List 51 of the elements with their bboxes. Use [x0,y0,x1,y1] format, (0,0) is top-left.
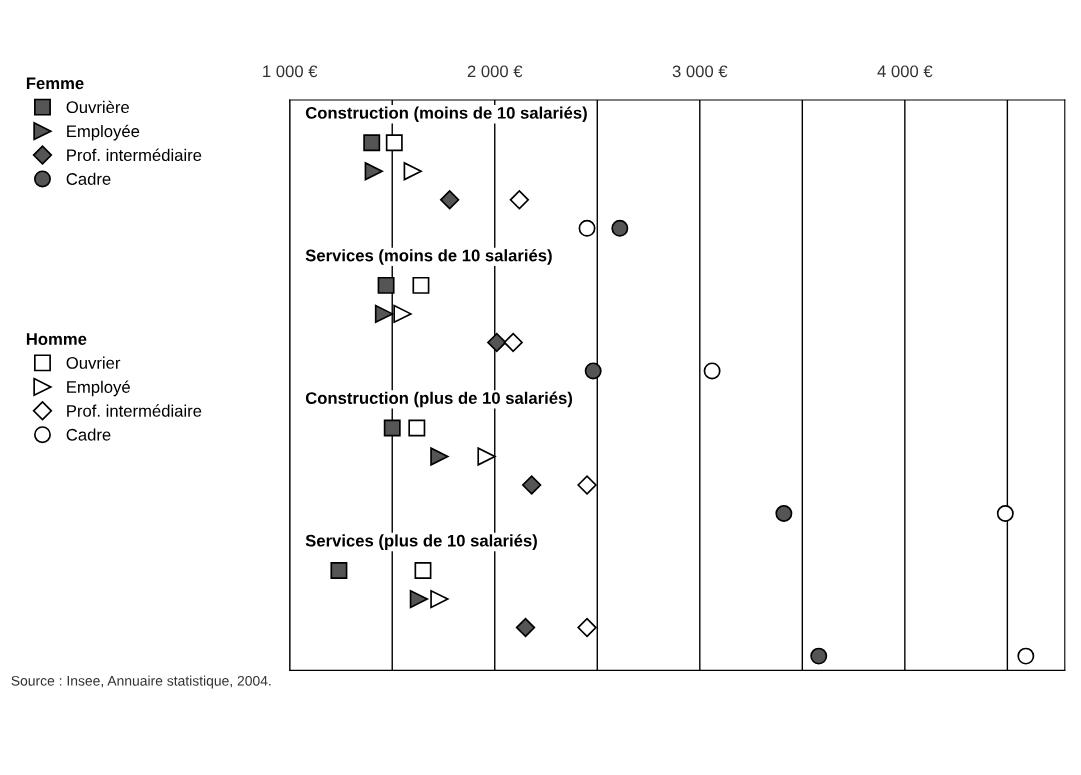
text: Homme [26,333,87,345]
point [409,589,429,609]
legend-label: Ouvrière [66,100,129,114]
legend-label: Ouvrier [66,356,121,369]
text: Femme [26,77,84,90]
point [521,475,542,495]
point [577,475,597,495]
point [364,162,383,181]
point [578,219,596,237]
point [515,617,536,638]
point [487,332,507,353]
point [996,505,1014,522]
point [430,589,449,609]
point [703,362,721,380]
legend-label: Employé [67,380,130,397]
point [1017,647,1035,665]
point [477,447,496,466]
point [363,134,381,152]
point [412,276,430,294]
x-tick-label: 3 000 € [672,65,728,78]
point [810,647,828,665]
point [408,419,426,437]
x-tick-label: 1 000 € [263,65,318,78]
point [509,190,530,210]
point [330,562,348,580]
point [393,304,412,324]
point [385,134,403,152]
legend-label: Cadre [66,428,111,441]
x-tick-label: 2 000 € [467,65,523,78]
legend-label: Cadre [66,172,111,185]
point [775,505,793,522]
point [374,304,394,324]
y-tick-label: Construction (plus de 10 salariés) [305,391,573,408]
y-tick-label: Construction (moins de 10 salariés) [305,106,587,123]
y-tick-label: Services (moins de 10 salariés) [305,248,552,265]
legend-label: Prof. intermédiaire [67,404,202,417]
point [439,190,460,210]
point [611,219,629,237]
legend-label: Employée [67,124,140,141]
point [577,617,597,638]
point [430,447,449,466]
point [414,562,432,580]
y-tick-label: Services (plus de 10 salariés) [305,534,537,550]
x-tick-label: 4 000 € [877,65,933,78]
point [584,362,602,380]
legend-label: Prof. intermédiaire [67,148,202,162]
point [377,276,395,294]
source-note: Source : Insee, Annuaire statistique, 2004. [11,675,271,689]
point [383,419,401,437]
point [403,162,422,181]
point [503,332,523,353]
